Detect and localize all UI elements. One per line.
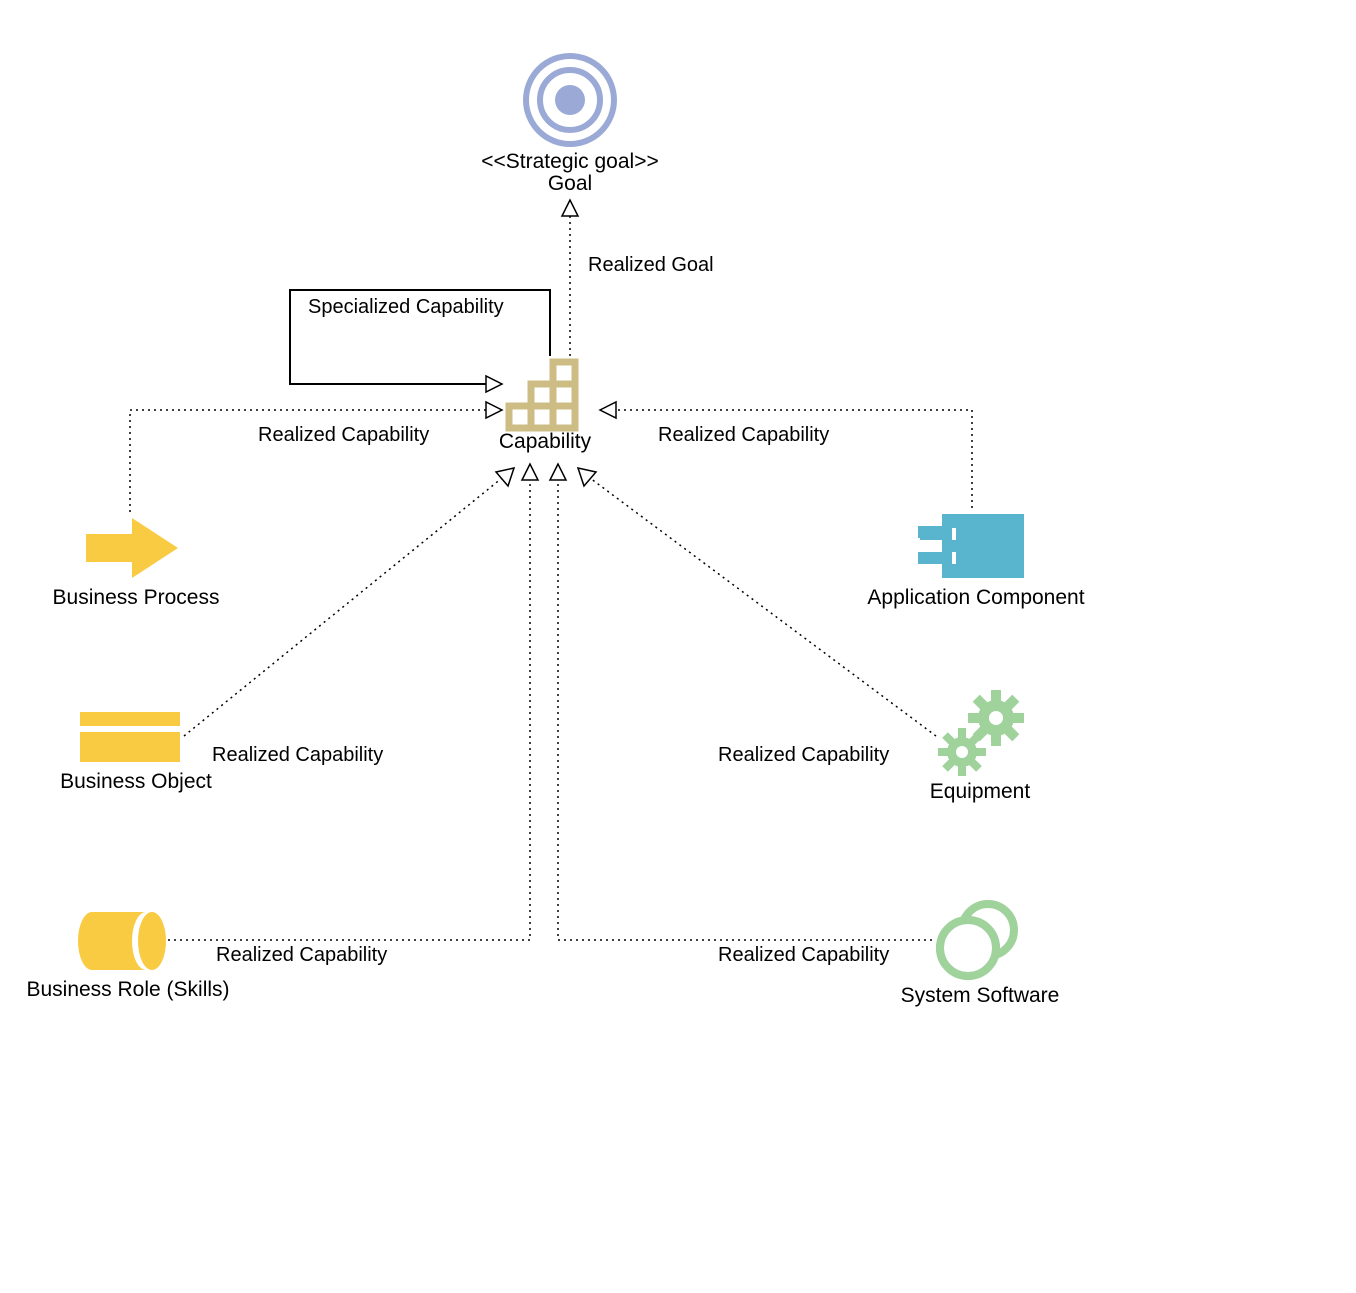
edge-ss-to-cap (550, 464, 932, 940)
edge-label-eq-to-cap: Realized Capability (716, 744, 891, 767)
edge-label-cap-to-goal: Realized Goal (586, 254, 716, 277)
equipment-icon (928, 678, 1036, 786)
goal-icon (526, 56, 614, 144)
application-component-icon-2 (920, 514, 1024, 578)
edge-label-bp-to-cap: Realized Capability (256, 424, 431, 447)
application-component-label: Application Component (836, 586, 1116, 610)
edge-label-bo-to-cap: Realized Capability (210, 744, 385, 767)
diagram-svg (0, 0, 1356, 1293)
edge-ac-to-cap (600, 402, 972, 508)
edge-br-to-cap (168, 464, 538, 940)
diagram-canvas: <<Strategic goal>> Goal Capability Busin… (0, 0, 1356, 1293)
edge-label-ss-to-cap: Realized Capability (716, 944, 891, 967)
capability-label: Capability (480, 430, 610, 454)
application-component-icon (918, 514, 1022, 578)
system-software-label: System Software (860, 984, 1100, 1008)
system-software-icon (940, 904, 1014, 976)
edge-label-cap-self: Specialized Capability (306, 296, 506, 319)
edge-label-br-to-cap: Realized Capability (214, 944, 389, 967)
edge-bp-to-cap (130, 402, 502, 512)
business-role-icon (78, 912, 166, 970)
edge-label-ac-to-cap: Realized Capability (656, 424, 831, 447)
business-role-label: Business Role (Skills) (8, 978, 248, 1002)
business-object-icon (80, 712, 180, 762)
goal-label: Goal (480, 172, 660, 196)
equipment-label: Equipment (880, 780, 1080, 804)
business-process-icon (86, 518, 178, 578)
goal-stereotype: <<Strategic goal>> (480, 150, 660, 174)
edge-cap-to-goal (562, 200, 578, 356)
business-process-label: Business Process (36, 586, 236, 610)
business-object-label: Business Object (36, 770, 236, 794)
capability-icon (509, 362, 575, 428)
